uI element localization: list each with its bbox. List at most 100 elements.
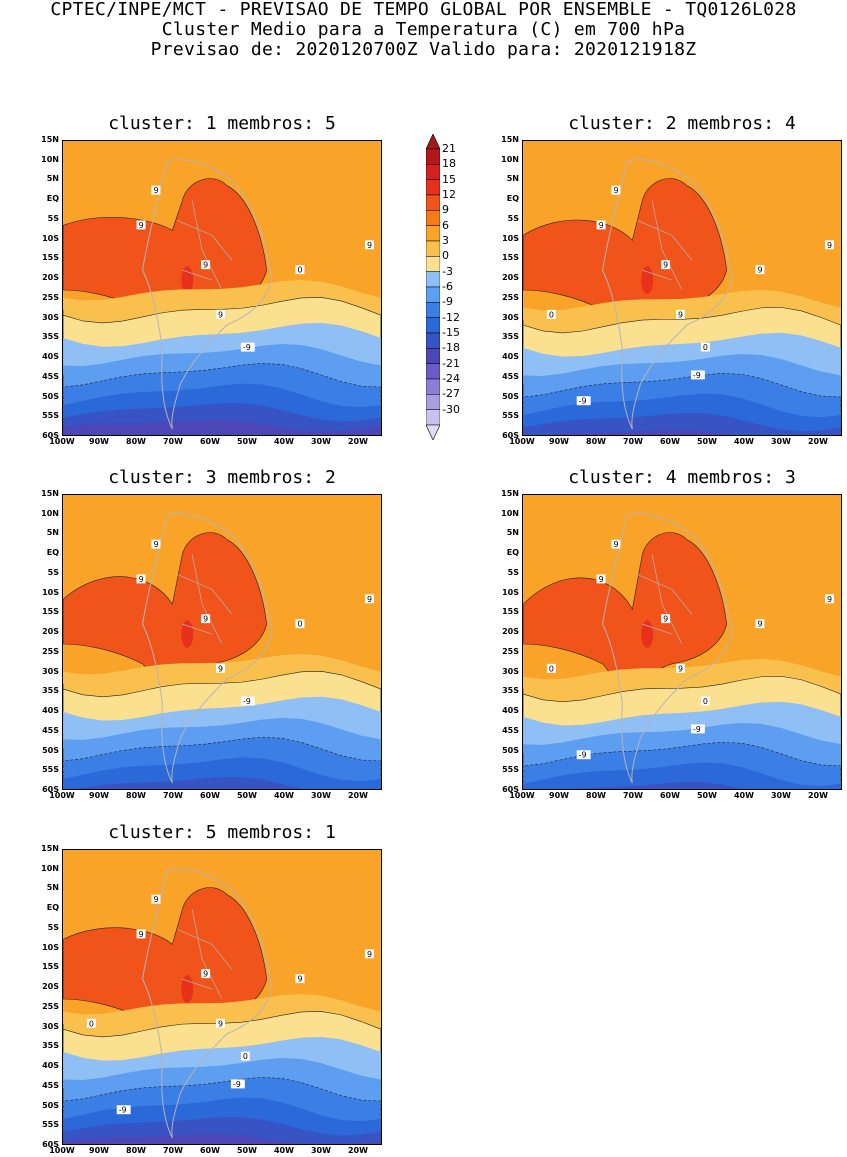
contour-label: 9 [201,260,211,270]
svg-text:9: 9 [153,540,158,549]
contour-label: 9 [151,894,161,904]
colorbar-swatch [426,363,440,380]
map-panel-1: 9 9 9 9 9 0 -9 [62,140,382,436]
lat-tick-label: 40S [42,352,59,362]
lat-tick-label: 20S [502,627,519,637]
lat-tick-label: 5S [507,567,519,577]
svg-text:9: 9 [139,575,144,584]
lat-tick-label: 30S [502,666,519,676]
lat-tick-label: 40S [502,706,519,716]
lat-tick-label: 30S [502,312,519,322]
lon-tick-label: 80W [586,437,606,446]
lon-tick-label: 20W [347,437,368,446]
country-borders [177,200,233,291]
contour-label: 9 [136,574,146,584]
lon-tick-label: 20W [807,791,828,800]
lat-tick-label: 15N [41,135,59,144]
lon-tick-label: 90W [549,437,569,446]
panel-title-4: cluster: 4 membros: 3 [568,467,796,488]
contour-label: 9 [676,309,685,319]
lat-tick-label: 15N [41,489,59,498]
svg-text:0: 0 [549,664,554,673]
colorbar-label: 21 [442,142,456,155]
lon-tick-label: 90W [89,1146,109,1155]
continent-outline [142,159,273,430]
continent-outline [602,513,733,784]
lon-tick-label: 20W [347,791,368,800]
colorbar-bottom-arrow [426,424,440,440]
svg-text:9: 9 [367,595,372,604]
lat-tick-label: 25S [502,646,519,656]
colorbar-label: -27 [442,387,460,401]
lat-tick-label: 10N [41,154,59,164]
svg-text:9: 9 [613,540,618,549]
lat-tick-label: 25S [42,646,59,656]
lat-tick-label: 30S [42,666,59,676]
lat-tick-label: EQ [46,548,59,558]
colorbar-swatch [426,302,440,318]
lon-tick-label: 40W [273,437,294,446]
lat-tick-label: 20S [42,273,59,283]
main-title: CPTEC/INPE/MCT - PREVISAO DE TEMPO GLOBA… [50,0,797,20]
contour-label: 0 [546,309,556,319]
panel-title-3: cluster: 3 membros: 2 [108,467,336,488]
colorbar-label: 3 [442,234,449,247]
lat-tick-label: 50S [502,391,519,401]
contour-label: 9 [755,619,765,629]
lat-tick-label: 45S [502,725,519,735]
colorbar-swatch [426,225,440,242]
lon-tick-label: 70W [162,791,183,800]
contour-label: 9 [365,949,374,959]
colorbar-swatch [426,348,440,364]
lat-tick-label: 15N [501,135,519,144]
lat-tick-label: 20S [42,982,59,992]
subtitle-dates: Previsao de: 2020120700Z Valido para: 20… [150,39,697,60]
lat-tick-label: 55S [502,765,519,775]
lon-tick-label: 100W [49,791,75,800]
lat-tick-label: 50S [42,1100,59,1110]
band-m18-m15 [63,420,381,435]
lat-tick-label: 5N [46,883,59,893]
lon-tick-label: 30W [310,791,331,800]
lon-tick-label: 60W [199,437,220,446]
lon-tick-label: 90W [89,437,109,446]
svg-text:9: 9 [757,266,762,275]
svg-text:-9: -9 [693,725,701,734]
colorbar-swatch [426,317,440,334]
lat-tick-label: 35S [42,686,59,696]
contour-label: 9 [596,220,606,230]
lon-tick-label: 30W [310,437,331,446]
contour-label: -9 [240,696,255,706]
svg-text:9: 9 [203,615,208,624]
lat-tick-label: 10S [42,587,59,597]
contour-label: 9 [365,240,374,250]
svg-text:9: 9 [153,895,158,904]
lat-tick-label: EQ [46,194,59,204]
colorbar-label: 9 [442,203,449,217]
colorbar-label: -24 [442,372,460,385]
lat-tick-label: 5S [47,567,59,577]
contour-label: -9 [576,750,591,760]
svg-text:0: 0 [243,1052,248,1061]
lat-tick-label: 10S [42,942,59,952]
colorbar-swatch [426,164,440,180]
lat-tick-label: 10N [501,508,519,518]
svg-text:9: 9 [218,310,223,319]
colorbar-swatch [426,179,440,196]
lon-tick-label: 20W [807,437,828,446]
colorbar-swatches [426,134,440,440]
lon-tick-label: 60W [199,1146,220,1155]
map-4: 9 9 9 9 9 9 0 0 -9 -9 [522,494,842,790]
colorbar-swatch [426,240,440,257]
contour-label: 9 [295,974,305,984]
colorbar-label: -9 [442,295,453,309]
lat-tick-label: 40S [42,706,59,716]
lat-tick-label: 15S [42,253,59,263]
continent-outline [602,159,733,430]
lon-tick-label: 80W [586,791,606,800]
contour-label: 0 [86,1018,96,1028]
country-borders [177,909,233,1000]
lat-tick-label: 30S [42,312,59,322]
svg-text:9: 9 [367,950,372,959]
svg-text:9: 9 [757,620,762,629]
